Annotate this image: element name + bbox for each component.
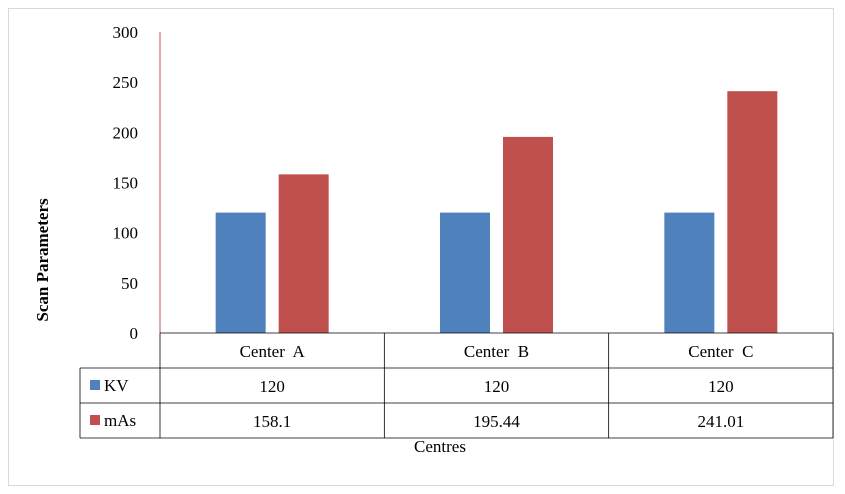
y-tick-label: 0	[130, 324, 139, 343]
bar-kv-1	[215, 212, 266, 333]
data-label-kv: 120	[484, 377, 510, 396]
data-table: Center A Center B Center C KV 120 120 120 mAs 15…	[79, 332, 834, 439]
bar-mas-1	[278, 174, 329, 333]
y-axis-label: Scan Parameters	[33, 198, 52, 322]
legend-label-mas: mAs	[104, 411, 136, 430]
bars	[215, 91, 778, 333]
bar-mas-3	[727, 91, 778, 333]
y-tick-label: 200	[113, 123, 139, 142]
y-tick-label: 150	[113, 174, 139, 193]
legend-label-kv: KV	[104, 376, 129, 395]
data-label-kv: 120	[259, 377, 285, 396]
data-label-mas: 195.44	[473, 412, 520, 431]
data-label-kv: 120	[708, 377, 734, 396]
y-axis: 0 50 100 150 200 250 300	[113, 23, 161, 343]
y-tick-label: 250	[113, 73, 139, 92]
category-label: Center C	[688, 342, 753, 361]
y-tick-label: 50	[121, 274, 138, 293]
y-tick-label: 300	[113, 23, 139, 42]
x-axis-label: Centres	[414, 437, 466, 456]
category-label: Center B	[464, 342, 529, 361]
bar-kv-3	[664, 212, 715, 333]
bar-mas-2	[503, 136, 553, 333]
y-tick-label: 100	[113, 224, 139, 243]
data-label-mas: 158.1	[253, 412, 291, 431]
legend-swatch-mas	[90, 415, 100, 425]
bar-kv-2	[440, 212, 490, 333]
legend-swatch-kv	[90, 380, 100, 390]
category-label: Center A	[240, 342, 306, 361]
data-label-mas: 241.01	[697, 412, 744, 431]
